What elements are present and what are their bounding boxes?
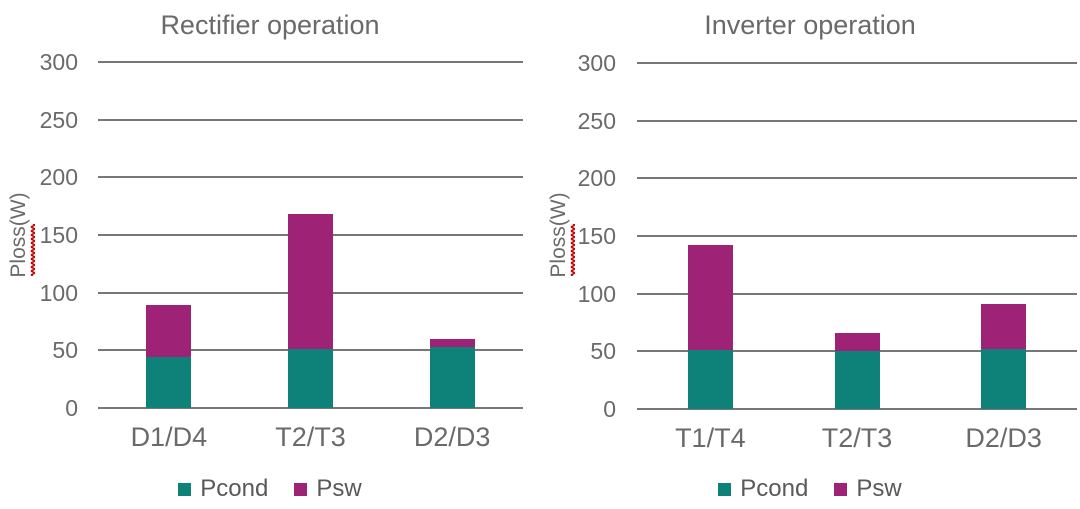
gridline (98, 61, 523, 63)
bar-segment-psw (146, 305, 192, 358)
legend-entry-psw: Psw (294, 475, 362, 502)
gridline (637, 62, 1077, 64)
legend-swatch-pcond (178, 482, 192, 496)
gridline (98, 118, 523, 121)
bar-segment-psw (981, 304, 1027, 349)
x-axis-category-label: D1/D4 (130, 422, 208, 452)
bar-segment-pcond (429, 346, 475, 408)
bar-segment-psw (429, 338, 475, 347)
x-axis-category-label: T2/T3 (275, 422, 346, 452)
legend-swatch-psw (294, 482, 308, 496)
y-axis-tick-label: 50 (52, 337, 78, 364)
chart-title: Rectifier operation (160, 10, 380, 40)
bar-segment-pcond (981, 349, 1027, 409)
x-axis-category-label: T2/T3 (821, 423, 893, 453)
rectifier-operation-chart: Rectifier operation Ploss(W) Pcond Psw 0 5… (0, 10, 540, 502)
red-squiggle-underline-icon (30, 224, 35, 276)
legend-entry-psw: Psw (834, 475, 902, 502)
y-axis-tick-label: 150 (577, 223, 616, 249)
y-axis-tick-label: 100 (39, 279, 78, 306)
red-squiggle-underline-icon (570, 224, 575, 276)
legend: Pcond Psw (0, 476, 540, 502)
bar-segment-pcond (834, 351, 880, 409)
y-axis-tick-label: 150 (39, 222, 78, 248)
bar-segment-psw (288, 214, 333, 350)
y-axis-tick-label: 0 (603, 396, 616, 422)
y-axis-tick-label: 200 (577, 165, 616, 192)
legend-label: Pcond (740, 475, 809, 502)
legend: Pcond Psw (540, 476, 1080, 502)
y-axis-tick-label: 300 (577, 50, 616, 76)
legend-entry-pcond: Pcond (718, 476, 808, 502)
chart-title: Inverter operation (704, 10, 916, 40)
gridline (98, 176, 523, 179)
legend-label: Psw (856, 475, 902, 502)
legend-swatch-psw (834, 482, 848, 496)
y-axis-tick-label: 100 (577, 280, 616, 307)
y-axis-tick-label: 250 (39, 106, 78, 133)
gridline (637, 235, 1077, 237)
gridline (637, 177, 1077, 180)
inverter-operation-chart: Inverter operation Ploss(W) Pcond Psw 0 50… (540, 0, 1080, 509)
x-axis-category-label: D2/D3 (965, 423, 1042, 453)
y-axis-label: Ploss(W) (7, 190, 35, 280)
bar-segment-pcond (146, 357, 192, 408)
legend-entry-pcond: Pcond (178, 476, 268, 502)
bar-segment-psw (687, 245, 733, 351)
x-axis-category-label: T1/T4 (675, 423, 746, 453)
x-axis-category-label: D2/D3 (413, 422, 491, 452)
y-axis-tick-label: 50 (590, 338, 616, 365)
legend-label: Pcond (200, 475, 269, 502)
plot-area (98, 61, 523, 409)
y-axis-tick-label: 250 (577, 107, 616, 134)
gridline (637, 292, 1077, 295)
gridline (637, 408, 1077, 410)
y-axis-label: Ploss(W) (547, 190, 575, 280)
y-axis-tick-label: 0 (65, 395, 78, 421)
y-axis-tick-label: 200 (39, 164, 78, 191)
bar-segment-psw (834, 332, 880, 352)
gridline (98, 407, 523, 409)
y-axis-tick-label: 300 (39, 49, 78, 75)
legend-swatch-pcond (718, 482, 732, 496)
bar-segment-pcond (288, 349, 333, 408)
legend-label: Psw (316, 475, 362, 502)
bar-segment-pcond (687, 350, 733, 409)
gridline (637, 119, 1077, 122)
plot-area (637, 62, 1077, 410)
